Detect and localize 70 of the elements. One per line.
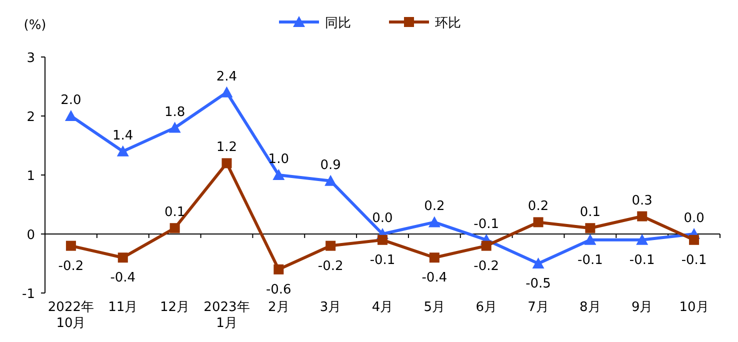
x-tick-label: 2月 (268, 300, 290, 315)
x-tick-label: 11月 (108, 300, 138, 315)
point (429, 252, 440, 263)
legend-label: 同比 (325, 16, 351, 31)
point (533, 217, 544, 228)
x-tick-label: 6月 (476, 300, 497, 315)
y-tick-label: 0 (26, 228, 35, 243)
y-axis-title: (%) (24, 18, 46, 33)
data-label: 0.3 (632, 193, 652, 208)
x-tick-label: 7月 (528, 300, 549, 315)
data-label: 0.9 (320, 158, 341, 173)
x-tick-label: 12月 (160, 300, 190, 315)
data-label: -0.2 (318, 258, 344, 274)
point (324, 174, 337, 186)
x-tick-label: 10月 (679, 300, 709, 315)
x-tick-label: 9月 (631, 300, 653, 315)
point (481, 240, 492, 251)
legend-label: 环比 (435, 16, 461, 31)
x-tick-label: 2023年 1月 (204, 300, 250, 331)
y-tick-label: 1 (26, 169, 35, 184)
data-label: -0.2 (474, 258, 500, 274)
data-label: 1.2 (216, 140, 238, 156)
data-label: -0.1 (681, 252, 707, 268)
data-label: 1.0 (268, 152, 289, 167)
point (66, 240, 76, 251)
data-label: 2.0 (60, 93, 82, 108)
y-tick-label: 3 (26, 51, 35, 66)
data-label: -0.2 (58, 258, 84, 274)
data-label: 0.2 (528, 199, 549, 214)
data-label: -0.4 (422, 270, 448, 286)
point (64, 110, 77, 121)
point (378, 234, 388, 245)
data-label: 0.2 (424, 199, 445, 214)
data-label: 0.0 (684, 211, 704, 226)
point (116, 145, 129, 156)
point (326, 240, 336, 251)
data-label: 0.0 (372, 211, 393, 226)
x-tick-label: 3月 (320, 300, 342, 315)
data-label: -0.6 (266, 282, 292, 298)
point (220, 86, 233, 98)
x-tick-label: 8月 (580, 300, 601, 315)
point (636, 234, 648, 245)
data-label: -0.4 (110, 270, 136, 286)
point (170, 223, 180, 234)
point (428, 216, 440, 228)
y-tick-label: 2 (26, 110, 35, 125)
data-label: -0.1 (629, 252, 655, 268)
point (584, 234, 596, 245)
data-label: -0.1 (578, 252, 603, 268)
point (118, 252, 128, 263)
point (272, 169, 285, 180)
data-label: 2.4 (216, 69, 238, 84)
point (222, 158, 232, 168)
data-label: 0.1 (164, 205, 186, 220)
data-label: 1.8 (164, 104, 186, 120)
x-tick-label: 5月 (424, 300, 446, 315)
x-tick-label: 2022年 10月 (48, 300, 94, 331)
data-label: 0.1 (580, 205, 601, 220)
y-tick-label: -1 (22, 287, 35, 302)
point (689, 234, 700, 245)
point (585, 223, 596, 234)
x-tick-label: 4月 (372, 300, 394, 315)
data-label: -0.5 (526, 276, 551, 292)
data-label: -0.1 (370, 252, 396, 268)
point (168, 122, 181, 133)
data-label: 1.4 (112, 128, 134, 144)
point (637, 211, 648, 222)
data-label: -0.1 (474, 216, 500, 232)
point (532, 258, 544, 268)
point (274, 264, 284, 274)
